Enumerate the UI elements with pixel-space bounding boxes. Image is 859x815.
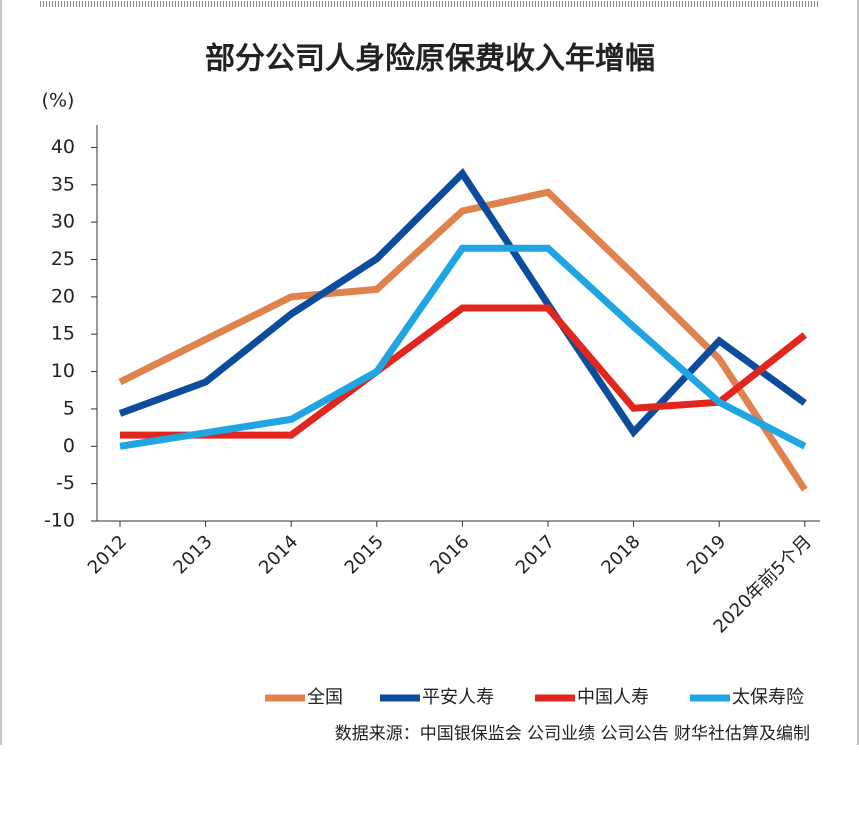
legend-label: 平安人寿 [422, 687, 494, 708]
line-series [118, 188, 808, 492]
x-tick-label: 2017 [512, 531, 559, 578]
source: 数据来源：中国银保监会 公司业绩 公司公告 财华社估算及编制 [335, 724, 810, 744]
y-tick-label: 30 [51, 211, 75, 233]
y-tick-label: 10 [51, 360, 75, 382]
y-tick-label: 35 [51, 173, 75, 195]
line-series [120, 304, 807, 439]
y-tick-label: -10 [44, 510, 75, 532]
legend-label: 全国 [307, 687, 343, 708]
y-tick-label: 0 [63, 435, 75, 457]
y-axis-label: (%) [42, 90, 75, 112]
legend-label: 太保寿险 [732, 687, 804, 708]
x-tick-label: 2012 [84, 531, 131, 578]
x-tick-label: 2014 [255, 531, 302, 578]
x-tick-label: 2018 [597, 531, 644, 578]
y-tick-label: 25 [51, 248, 75, 270]
y-tick-label: -5 [56, 472, 75, 494]
legend-label: 中国人寿 [577, 687, 649, 708]
chart-title: 部分公司人身险原保费收入年增幅 [205, 42, 655, 77]
y-tick-label: 20 [51, 285, 75, 307]
line-series [118, 168, 807, 438]
x-tick-label: 2016 [426, 531, 473, 578]
y-tick-label: 5 [63, 397, 75, 419]
y-tick-label: 40 [51, 136, 75, 158]
x-tick-label: 2019 [683, 531, 730, 578]
line-series [119, 244, 807, 450]
x-tick-label: 2015 [341, 531, 388, 578]
y-tick-label: 15 [51, 323, 75, 345]
x-tick-label: 2013 [169, 531, 216, 578]
